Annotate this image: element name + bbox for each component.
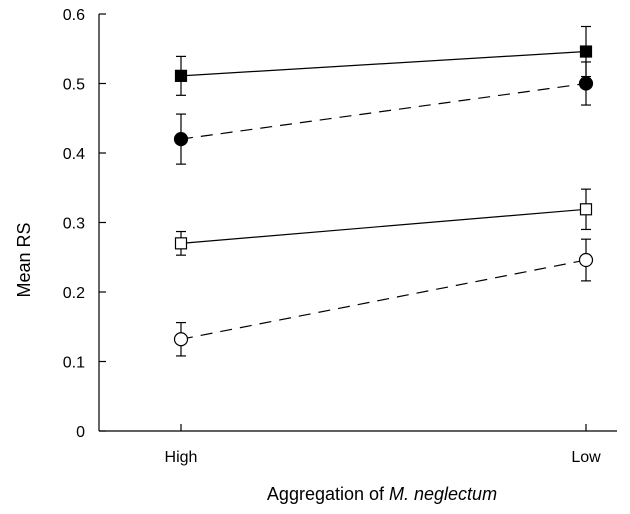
data-point-circle xyxy=(173,132,189,147)
series-line xyxy=(180,259,587,340)
data-point-square xyxy=(579,45,593,58)
series-line xyxy=(180,208,587,244)
data-series xyxy=(173,25,594,357)
series-3 xyxy=(174,188,593,256)
y-tick-label: 0.1 xyxy=(63,355,85,372)
y-ticks: 0 0.1 0.2 0.3 0.4 0.5 0.6 xyxy=(63,7,106,441)
x-axis-title-italic: M. neglectum xyxy=(389,484,497,504)
x-tick-label: Low xyxy=(571,449,601,466)
data-point-circle xyxy=(173,332,189,347)
data-point-circle xyxy=(578,252,594,268)
y-axis-title: Mean RS xyxy=(14,222,34,297)
series-line xyxy=(180,50,587,77)
x-axis-title-prefix: Aggregation of xyxy=(267,484,389,504)
y-tick-label: 0.4 xyxy=(63,146,85,163)
series-2 xyxy=(173,61,594,165)
y-tick-label: 0.2 xyxy=(63,285,85,302)
x-tick-label: High xyxy=(165,449,198,466)
series-1 xyxy=(174,25,593,96)
y-tick-label: 0.6 xyxy=(63,7,85,24)
y-tick-label: 0.3 xyxy=(63,216,85,233)
data-point-circle xyxy=(578,76,594,91)
series-4 xyxy=(173,238,594,357)
series-line xyxy=(180,82,587,140)
x-ticks: High Low xyxy=(165,424,601,466)
data-point-square xyxy=(174,237,188,250)
y-tick-label: 0.5 xyxy=(63,77,85,94)
data-point-square xyxy=(174,69,188,82)
data-point-square xyxy=(579,203,593,216)
x-axis-title: Aggregation of M. neglectum xyxy=(267,484,497,504)
y-tick-label: 0 xyxy=(76,424,85,441)
